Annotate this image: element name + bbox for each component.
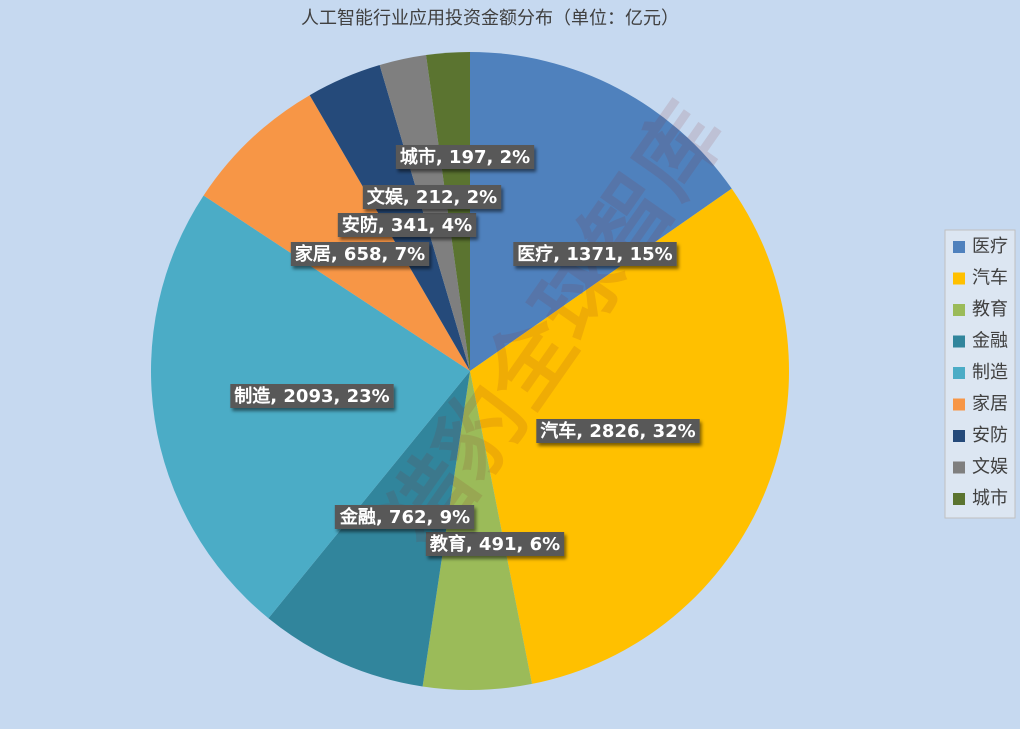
data-label-box [362, 185, 502, 209]
data-label-box [337, 213, 477, 237]
data-label: 教育, 491, 6% [430, 533, 560, 555]
data-label: 文娱, 212, 2% [367, 186, 497, 208]
data-label-box [536, 419, 700, 443]
data-label: 家居, 658, 7% [295, 243, 425, 265]
data-label-box [425, 532, 565, 556]
legend-swatch [953, 241, 965, 253]
legend-label: 城市 [972, 488, 1008, 509]
legend-label: 制造 [972, 362, 1008, 383]
chart-title: 人工智能行业应用投资金额分布（单位：亿元） [301, 8, 679, 29]
legend-label: 安防 [972, 425, 1008, 446]
pie-slice [422, 371, 532, 690]
data-label: 汽车, 2826, 32% [540, 420, 695, 442]
legend-swatch [953, 304, 965, 316]
legend-swatch [953, 430, 965, 442]
data-label: 金融, 762, 9% [339, 506, 470, 528]
data-label-box [395, 145, 535, 169]
data-label-box [290, 242, 430, 266]
data-label: 制造, 2093, 23% [234, 385, 389, 407]
legend-label: 家居 [972, 394, 1008, 415]
pie-slice [470, 52, 732, 371]
legend-label: 汽车 [972, 268, 1008, 289]
data-label: 城市, 197, 2% [400, 146, 530, 168]
legend-swatch [953, 461, 965, 474]
data-label: 医疗, 1371, 15% [517, 243, 672, 265]
legend-label: 教育 [972, 299, 1008, 320]
legend-swatch [953, 367, 965, 379]
legend-label: 医疗 [972, 236, 1008, 257]
legend-swatch [953, 335, 965, 348]
pie-slice [203, 95, 470, 372]
legend-label: 金融 [972, 331, 1008, 352]
data-label-box [513, 242, 677, 266]
legend-swatch [953, 398, 965, 411]
data-label-box [230, 384, 394, 408]
legend-label: 文娱 [972, 457, 1008, 478]
data-labels: 医疗, 1371, 15% 汽车, 2826, 32% 教育, 491, 6% 金融,… [230, 145, 700, 556]
data-label-box [334, 505, 475, 529]
legend-swatch [953, 493, 965, 505]
data-label: 安防, 341, 4% [342, 214, 472, 236]
legend-swatch [953, 272, 965, 285]
pie-slice [426, 52, 470, 371]
